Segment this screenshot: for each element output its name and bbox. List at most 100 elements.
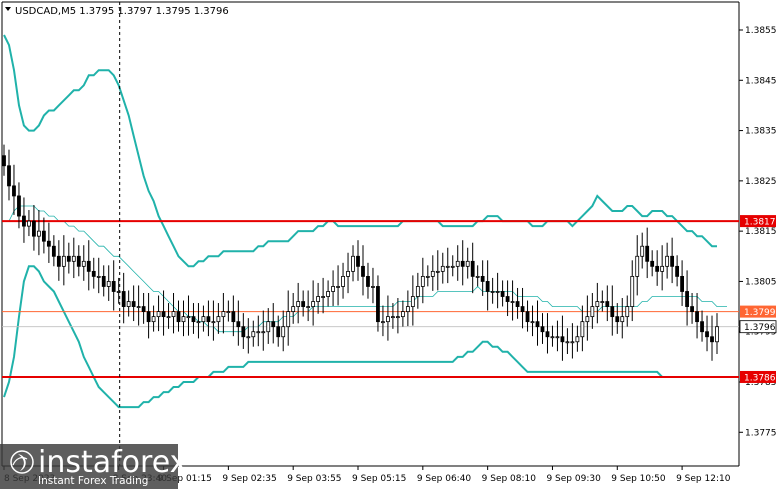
candle-body-77 bbox=[386, 316, 390, 323]
candle-body-55 bbox=[276, 326, 281, 338]
candle-body-85 bbox=[425, 275, 430, 278]
candle-body-137 bbox=[685, 291, 689, 307]
chevron-down-icon[interactable] bbox=[5, 7, 11, 11]
candle-body-111 bbox=[555, 336, 560, 339]
candle-body-68 bbox=[341, 275, 345, 287]
candle-body-84 bbox=[420, 275, 425, 287]
candle-body-62 bbox=[311, 301, 316, 307]
candle-body-102 bbox=[510, 301, 515, 303]
candle-body-99 bbox=[495, 291, 500, 293]
current-price-tag bbox=[739, 320, 777, 334]
candle-body-82 bbox=[410, 296, 415, 307]
watermark-background bbox=[0, 444, 178, 489]
candle-body-50 bbox=[251, 331, 256, 338]
level-tag-1.3799 bbox=[740, 305, 776, 318]
candle-body-47 bbox=[236, 321, 241, 328]
candle-body-4 bbox=[22, 215, 26, 227]
watermark-tagline: Instant Forex Trading bbox=[38, 475, 148, 487]
candle-body-117 bbox=[585, 316, 590, 323]
candle-body-129 bbox=[645, 245, 650, 262]
candle-body-43 bbox=[216, 316, 221, 323]
candle-body-49 bbox=[246, 336, 251, 339]
candle-body-139 bbox=[695, 311, 699, 323]
candle-body-5 bbox=[27, 220, 31, 227]
candle-body-2 bbox=[12, 185, 16, 197]
candle-body-63 bbox=[316, 296, 321, 302]
candle-body-69 bbox=[346, 270, 350, 277]
candle-body-124 bbox=[620, 316, 625, 323]
candle-body-53 bbox=[266, 321, 271, 333]
candle-body-3 bbox=[17, 195, 21, 217]
candle-body-71 bbox=[356, 255, 360, 267]
chart-title: USDCAD,M5 1.3795 1.3797 1.3795 1.3796 bbox=[15, 6, 229, 17]
price-tick-label: 1.3805 bbox=[745, 277, 777, 287]
bollinger-lower-line bbox=[3, 265, 717, 409]
candle-body-38 bbox=[191, 316, 196, 323]
time-tick-label: 9 Sep 03:55 bbox=[287, 474, 341, 484]
candle-body-88 bbox=[440, 265, 445, 272]
candle-body-133 bbox=[665, 255, 670, 267]
instaforex-logo-icon bbox=[10, 450, 34, 474]
candle-body-120 bbox=[600, 301, 605, 303]
candle-body-76 bbox=[381, 321, 385, 324]
price-tags: 1.3817 1.3799 1.3786 1.3796 bbox=[739, 215, 777, 383]
candle-body-83 bbox=[415, 286, 420, 297]
candle-body-46 bbox=[231, 311, 236, 323]
candle-body-66 bbox=[331, 286, 335, 292]
candle-body-93 bbox=[465, 260, 470, 267]
candle-body-92 bbox=[460, 260, 465, 267]
candle-body-25 bbox=[126, 301, 131, 307]
candle-body-116 bbox=[580, 321, 585, 338]
candle-body-60 bbox=[301, 301, 306, 307]
candle-body-130 bbox=[650, 260, 655, 267]
candle-body-18 bbox=[91, 270, 96, 277]
candle-body-109 bbox=[545, 331, 550, 338]
candle-body-11 bbox=[56, 255, 61, 267]
candle-body-33 bbox=[166, 316, 171, 319]
time-tick-label: 9 Sep 05:15 bbox=[352, 474, 406, 484]
candle-body-0 bbox=[2, 155, 6, 167]
candle-body-52 bbox=[261, 331, 266, 334]
candle-body-29 bbox=[146, 311, 151, 323]
candle-body-121 bbox=[605, 301, 610, 307]
instaforex-watermark: instaforex Instant Forex Trading bbox=[0, 444, 187, 489]
candle-body-37 bbox=[186, 316, 191, 319]
candle-body-86 bbox=[430, 270, 435, 277]
level-tag-label: 1.3799 bbox=[744, 308, 776, 318]
time-tick-label: 9 Sep 10:50 bbox=[611, 474, 666, 484]
candle-body-131 bbox=[655, 265, 660, 272]
candle-body-140 bbox=[700, 321, 704, 333]
candle-body-28 bbox=[141, 306, 146, 313]
time-tick-label: 9 Sep 08:10 bbox=[482, 474, 537, 484]
candle-body-75 bbox=[376, 286, 380, 323]
candle-body-122 bbox=[610, 306, 615, 318]
candle-body-65 bbox=[326, 291, 330, 297]
candle-body-127 bbox=[635, 255, 640, 277]
candle-body-26 bbox=[131, 301, 136, 307]
candle-body-42 bbox=[211, 321, 216, 324]
candles bbox=[2, 144, 719, 361]
price-tick-label: 1.3855 bbox=[745, 26, 777, 36]
candle-body-27 bbox=[136, 306, 141, 308]
candle-body-115 bbox=[575, 336, 580, 343]
time-tick-label: 9 Sep 06:40 bbox=[417, 474, 472, 484]
current-price-tag-label: 1.3796 bbox=[744, 323, 776, 333]
candle-body-16 bbox=[81, 260, 86, 267]
candle-body-22 bbox=[111, 281, 116, 292]
time-tick-label: 9 Sep 01:15 bbox=[158, 474, 212, 484]
candle-body-105 bbox=[525, 311, 530, 323]
price-tick-label: 1.3835 bbox=[745, 127, 777, 137]
candle-body-89 bbox=[445, 265, 450, 268]
price-tick-label: 1.3785 bbox=[745, 378, 777, 388]
candle-body-15 bbox=[76, 255, 81, 267]
candle-body-45 bbox=[226, 311, 231, 314]
candle-body-58 bbox=[291, 306, 296, 313]
candle-body-6 bbox=[32, 220, 36, 237]
candle-body-136 bbox=[680, 275, 684, 292]
candle-body-119 bbox=[595, 301, 600, 307]
time-tick-label: 9 Sep 09:30 bbox=[546, 474, 601, 484]
candle-body-17 bbox=[86, 260, 91, 272]
candle-body-72 bbox=[361, 265, 365, 277]
candle-body-44 bbox=[221, 311, 226, 318]
candle-body-134 bbox=[670, 255, 675, 267]
